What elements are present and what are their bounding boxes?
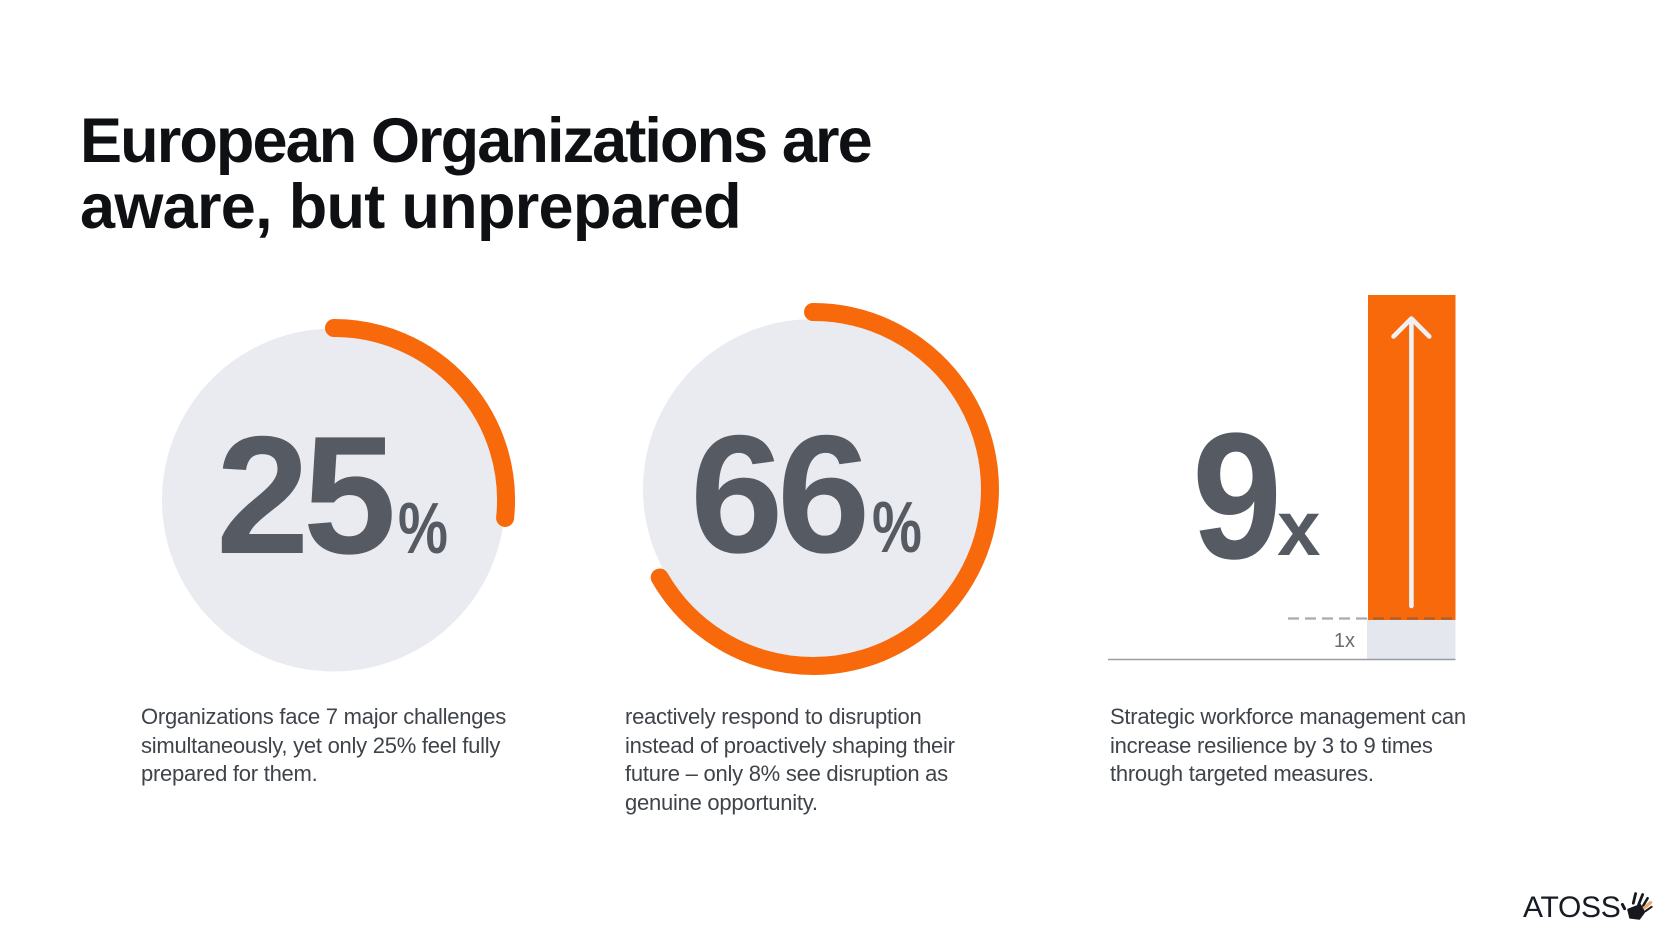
svg-text:1x: 1x [1334, 630, 1355, 652]
